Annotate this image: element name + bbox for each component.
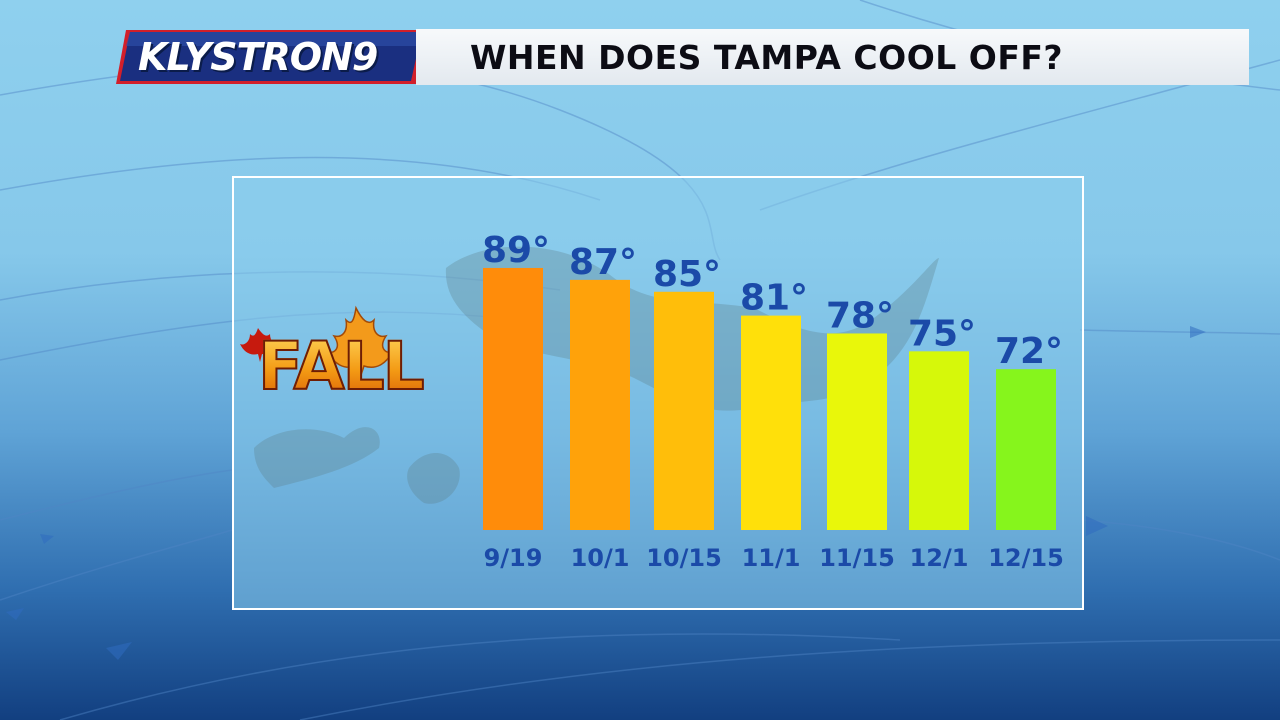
fall-badge: FALL [236, 300, 468, 418]
station-logo: KLYSTRON9 [116, 28, 434, 86]
category-label: 12/1 [910, 544, 969, 572]
bar-11/15 [827, 333, 887, 530]
value-label: 75° [908, 313, 976, 354]
category-label: 11/15 [819, 544, 895, 572]
logo-text: KLYSTRON9 [138, 35, 378, 79]
bar-11/1 [741, 315, 801, 530]
logo-shape [116, 30, 434, 84]
bar-9/19 [483, 267, 543, 530]
page-title: WHEN DOES TAMPA COOL OFF? [470, 38, 1064, 77]
chart-panel: 89° 9/19 87° 10/1 85° 10/15 81° 11/1 78° 11/15 75°… [232, 176, 1084, 610]
value-label: 81° [740, 278, 808, 319]
value-label: 89° [482, 230, 550, 271]
value-label: 87° [569, 242, 637, 283]
bar-12/15 [996, 369, 1056, 530]
bar-10/15 [654, 291, 714, 530]
category-label: 9/19 [484, 544, 543, 572]
bar-chart: 89° 9/19 87° 10/1 85° 10/15 81° 11/1 78° 11/15 75°… [254, 230, 1064, 572]
bar-12/1 [909, 351, 969, 530]
category-label: 10/1 [571, 544, 630, 572]
title-bar: WHEN DOES TAMPA COOL OFF? [416, 29, 1249, 85]
category-label: 10/15 [646, 544, 722, 572]
value-label: 85° [653, 254, 721, 295]
value-label: 78° [826, 295, 894, 336]
bar-10/1 [570, 279, 630, 530]
fall-text: FALL [257, 328, 426, 405]
value-label: 72° [995, 331, 1063, 372]
category-label: 12/15 [988, 544, 1064, 572]
maple-leaf-icon [240, 305, 394, 381]
category-label: 11/1 [742, 544, 801, 572]
